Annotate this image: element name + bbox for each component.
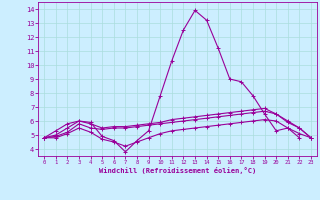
X-axis label: Windchill (Refroidissement éolien,°C): Windchill (Refroidissement éolien,°C) (99, 167, 256, 174)
